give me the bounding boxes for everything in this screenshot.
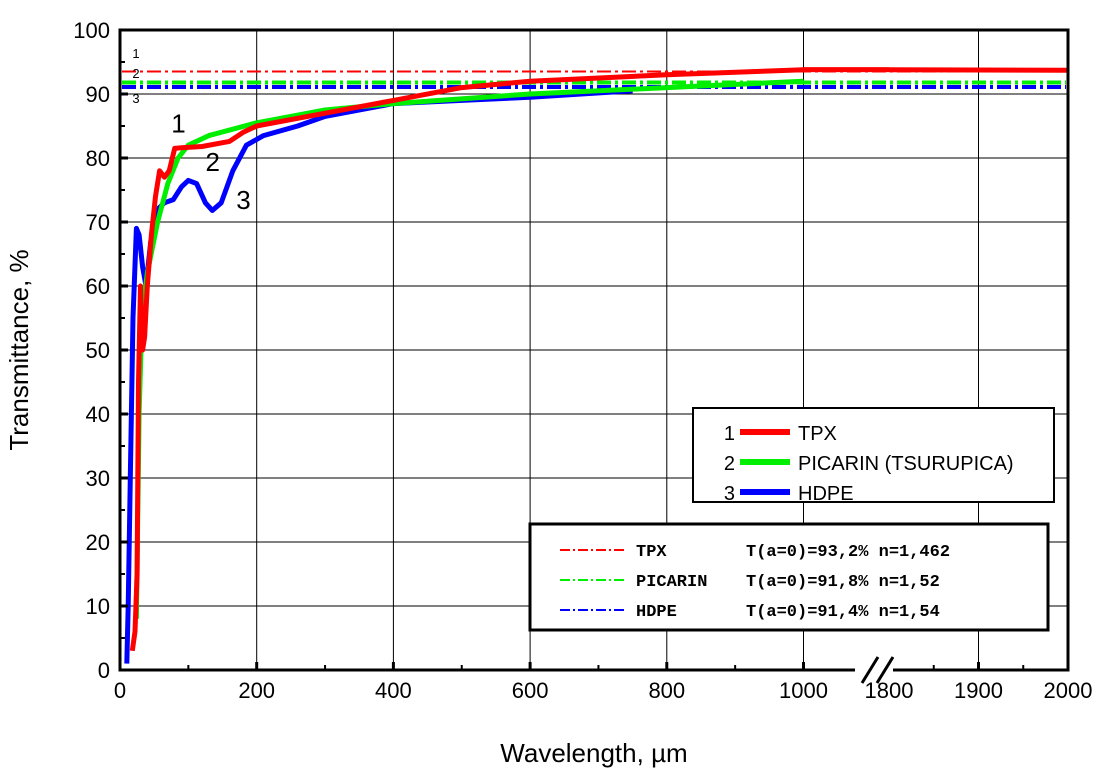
axis-break-mark [860,656,880,684]
legend-ref-text: T(a=0)=93,2% n=1,462 [746,543,950,562]
y-tick-label: 70 [86,210,110,235]
legend-ref-name: HDPE [636,603,677,622]
x-tick-label: 600 [512,678,549,703]
legend-number: 2 [724,453,735,475]
legend-label: HDPE [798,483,854,505]
x-tick-label: 200 [238,678,275,703]
series-line-tpx [129,67,1069,652]
legend-number: 1 [724,423,735,445]
y-tick-label: 100 [73,18,110,43]
reference-line-number: 1 [132,46,139,61]
x-tick-label: 2000 [1044,678,1093,703]
x-tick-label: 1800 [865,678,914,703]
legend-number: 3 [724,483,735,505]
y-tick-label: 20 [86,530,110,555]
y-tick-label: 90 [86,82,110,107]
x-tick-label: 0 [114,678,126,703]
reference-line-number: 2 [132,66,139,81]
series-group [124,67,1069,664]
axis-break-mark [875,656,895,684]
series-line-hdpe [124,88,633,664]
x-tick-label: 800 [648,678,685,703]
x-tick-label: 1900 [954,678,1003,703]
y-axis-label: Transmittance, % [4,249,34,450]
legend-ref-text: T(a=0)=91,8% n=1,52 [746,573,940,592]
y-tick-label: 0 [98,658,110,683]
curve-label: 2 [205,147,219,177]
x-tick-label: 400 [375,678,412,703]
curve-labels: 123 [171,108,250,215]
y-tick-label: 10 [86,594,110,619]
legend-reference: TPX T(a=0)=93,2% n=1,462 PICARIN T(a=0)=91,… [528,522,1050,632]
x-tick-label: 1000 [779,678,828,703]
curve-label: 3 [236,185,250,215]
legend-ref-text: T(a=0)=91,4% n=1,54 [746,603,940,622]
y-tick-label: 60 [86,274,110,299]
reference-line-number: 3 [132,91,139,106]
curve-label: 1 [171,108,185,138]
legend-series: 1 TPX 2 PICARIN (TSURUPICA) 3 HDPE [692,407,1055,505]
legend-ref-name: PICARIN [636,573,707,592]
y-tick-label: 40 [86,402,110,427]
x-axis-label: Wavelength, µm [500,738,687,768]
y-tick-label: 50 [86,338,110,363]
y-tick-label: 30 [86,466,110,491]
legend-label: TPX [798,423,837,445]
legend-ref-name: TPX [636,543,667,562]
legend-label: PICARIN (TSURUPICA) [798,453,1014,475]
y-tick-label: 80 [86,146,110,171]
